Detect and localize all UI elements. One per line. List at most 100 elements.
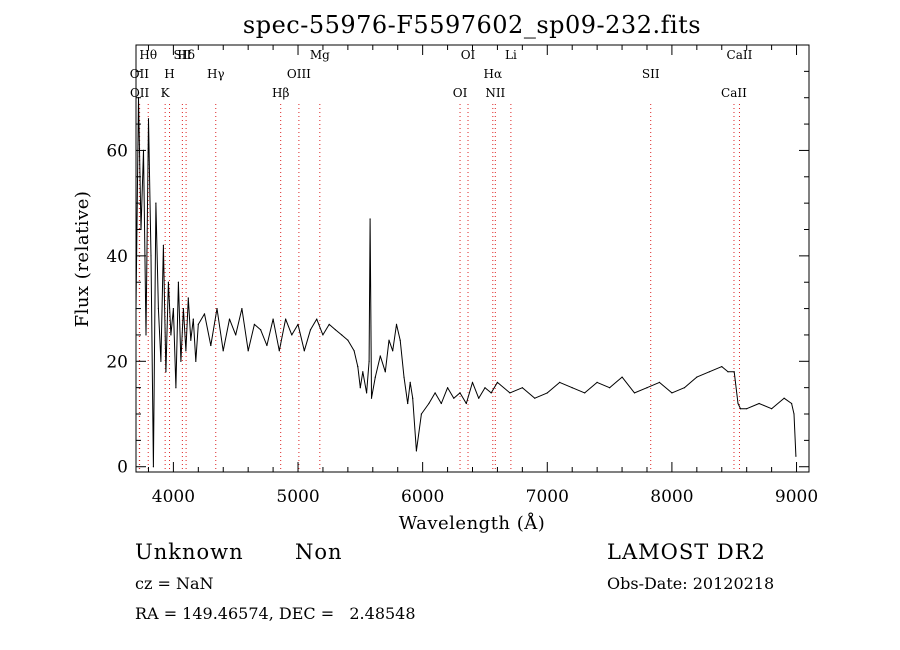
subclass-label: Non — [295, 540, 343, 564]
x-axis-label: Wavelength (Å) — [399, 512, 546, 534]
spectrum-point — [185, 350, 187, 352]
spectrum-point — [147, 118, 150, 120]
spectrum-point — [534, 397, 536, 399]
spectrum-point — [278, 350, 280, 352]
line-marker-label: Hθ — [139, 48, 157, 62]
spectrum-point — [253, 323, 255, 325]
chart-title: spec-55976-F5597602_sp09-232.fits — [243, 11, 701, 39]
spectrum-point — [609, 387, 611, 389]
y-tick-label: 40 — [106, 247, 128, 267]
spectrum-point — [459, 392, 461, 394]
line-marker-label: CaII — [727, 48, 753, 62]
spectrum-point — [671, 392, 673, 394]
spectrum-point — [708, 371, 710, 373]
line-marker-label: Hγ — [207, 67, 225, 81]
line-marker-label: Hδ — [177, 48, 195, 62]
spectrum-point — [392, 350, 394, 352]
y-tick-label: 60 — [106, 141, 128, 161]
spectrum-point — [384, 371, 386, 373]
spectrum-point — [370, 397, 373, 399]
spectrum-point — [453, 397, 455, 399]
spectrum-point — [145, 334, 147, 336]
x-tick-label: 9000 — [775, 487, 818, 507]
spectrum-point — [241, 308, 243, 310]
spectrum-point — [546, 392, 548, 394]
spectrum-point — [428, 402, 430, 405]
spectrum-point — [322, 334, 324, 336]
spectrum-point — [793, 413, 795, 415]
spectrum-point — [291, 334, 293, 336]
spectrum-point — [155, 202, 157, 204]
spectrum-point — [521, 387, 524, 389]
spectrum-point — [362, 371, 364, 373]
spectrum-point — [359, 387, 361, 389]
spectrum-point — [621, 376, 623, 378]
y-tick-label: 0 — [117, 458, 128, 478]
spectrum-point — [478, 397, 480, 399]
spectrum-point — [182, 308, 184, 310]
spectrum-point — [303, 350, 305, 352]
line-marker-label: OI — [453, 86, 468, 100]
spectrum-point — [353, 350, 355, 352]
spectrum-point — [465, 402, 467, 405]
spectrum-point — [334, 329, 336, 331]
line-marker-label: OI — [461, 48, 476, 62]
spectrum-point — [559, 381, 561, 383]
spectrum-point — [347, 339, 349, 341]
spectrum-point — [379, 355, 381, 357]
spectrum-point — [177, 281, 179, 283]
spectrum-point — [366, 392, 368, 394]
spectrum-point — [584, 392, 586, 394]
line-marker-label: H — [164, 67, 174, 81]
spectrum-point — [167, 281, 169, 283]
spectrum-point — [409, 381, 411, 383]
line-marker-label: K — [161, 86, 171, 100]
line-marker-label: Li — [505, 48, 517, 62]
spectrum-point — [285, 318, 287, 320]
spectrum-point — [216, 308, 218, 310]
spectrum-point — [733, 371, 735, 373]
spectrum-point — [696, 376, 698, 378]
spectrum-point — [309, 329, 312, 331]
spectrum-point — [388, 339, 390, 341]
spectrum-point — [328, 323, 330, 325]
spectrum-line — [135, 97, 797, 468]
spectrum-point — [746, 408, 748, 410]
spectrum-point — [783, 397, 785, 399]
spectrum-point — [739, 408, 742, 410]
spectrum-series — [135, 97, 797, 468]
spectrum-point — [403, 376, 405, 378]
spectrum-point — [180, 360, 182, 362]
spectrum-point — [341, 334, 343, 336]
line-marker-label: SII — [174, 48, 192, 62]
plot-frame — [135, 44, 810, 473]
spectrum-point — [187, 297, 189, 299]
spectrum-point — [447, 387, 449, 389]
spectrum-point — [415, 450, 417, 452]
redshift-label: cz = NaN — [135, 574, 214, 593]
line-marker-label: NII — [485, 86, 505, 100]
line-marker-label: Mg — [310, 48, 330, 62]
spectrum-point — [509, 392, 511, 394]
spectrum-point — [484, 387, 486, 389]
spectrum-point — [795, 455, 797, 457]
spectrum-point — [247, 350, 249, 352]
spectrum-point — [157, 308, 159, 310]
spectrum-point — [374, 376, 376, 378]
line-marker-label: Hβ — [272, 86, 289, 100]
spectrum-point — [737, 402, 739, 405]
spectrum-point — [228, 318, 231, 320]
x-tick-label: 4000 — [152, 487, 195, 507]
spectrum-point — [165, 371, 167, 373]
spectrum-point — [192, 318, 194, 320]
spectrum-point — [434, 392, 436, 394]
spectrum-point — [596, 381, 598, 383]
spectrum-point — [175, 387, 177, 389]
spectrum-point — [197, 323, 199, 325]
spectrum-point — [633, 392, 636, 394]
line-marker-label: OIII — [287, 67, 311, 81]
spectrum-point — [369, 218, 371, 220]
spectrum-point — [316, 318, 318, 320]
x-tick-label: 7000 — [526, 487, 569, 507]
obs-date-label: Obs-Date: 20120218 — [607, 574, 775, 593]
